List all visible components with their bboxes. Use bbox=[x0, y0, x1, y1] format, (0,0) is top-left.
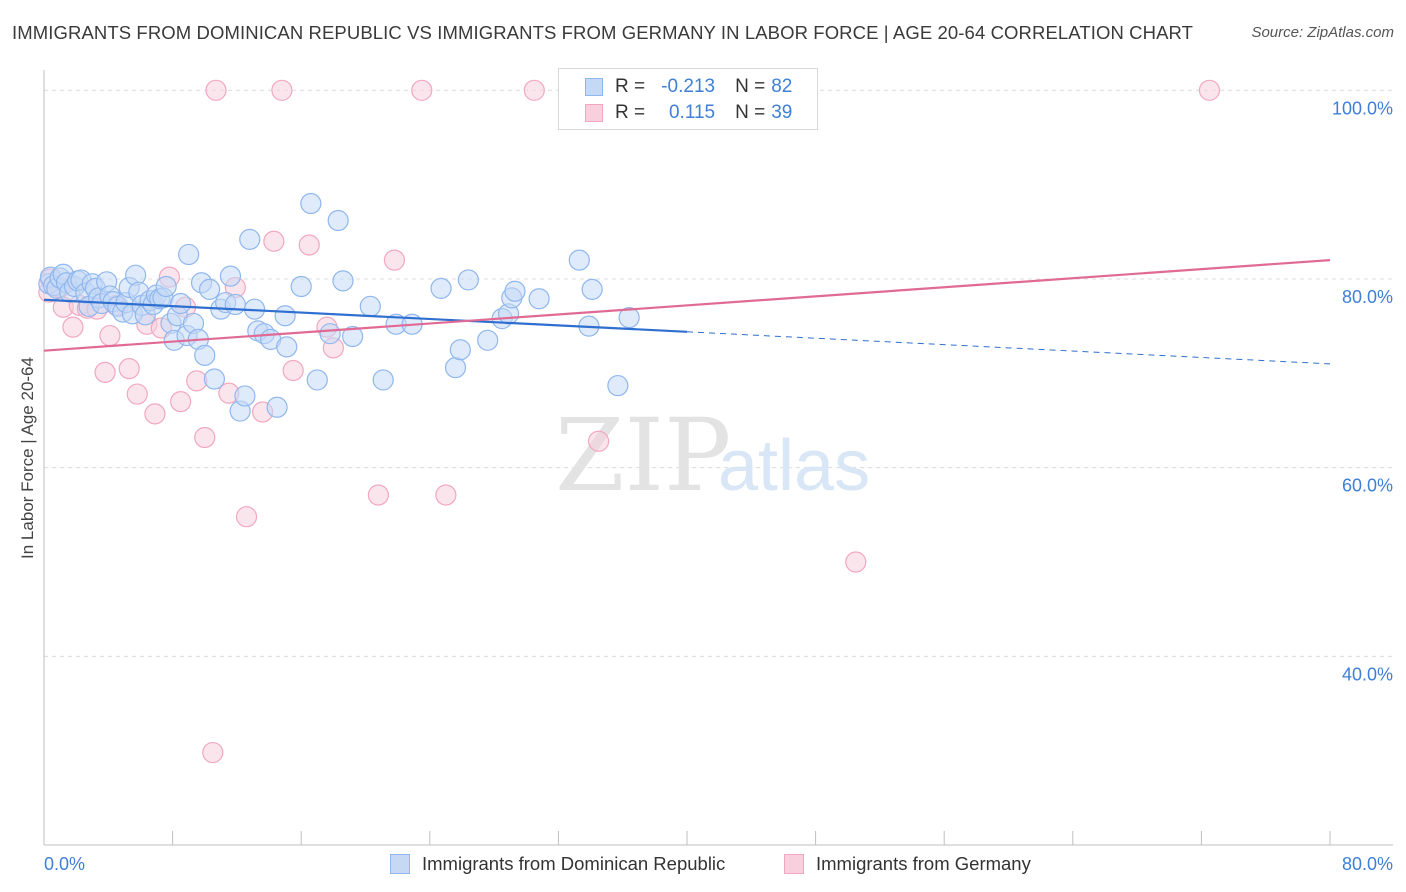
point-germany bbox=[298, 234, 320, 256]
point-germany bbox=[282, 359, 304, 382]
bottom-legend-germany: Immigrants from Germany bbox=[784, 852, 1031, 876]
legend-row-germany: R = 0.115 N = 39 bbox=[585, 101, 792, 125]
point-dominican bbox=[203, 368, 225, 390]
legend-r-value: -0.213 bbox=[661, 76, 716, 97]
point-germany bbox=[523, 79, 545, 101]
point-dominican bbox=[319, 323, 341, 345]
point-germany bbox=[194, 426, 216, 449]
legend-n-label: N = bbox=[735, 76, 766, 97]
legend-swatch-pink bbox=[585, 104, 603, 122]
y-tick-label: 40.0% bbox=[1342, 664, 1393, 684]
bottom-legend-swatch-blue bbox=[390, 854, 410, 874]
point-germany bbox=[170, 391, 192, 413]
legend-r-label: R = bbox=[615, 76, 646, 97]
legend-r-label: R = bbox=[615, 102, 646, 123]
legend-n-value: 39 bbox=[771, 102, 793, 123]
point-dominican bbox=[306, 369, 328, 391]
point-germany bbox=[845, 551, 867, 573]
point-dominican bbox=[194, 344, 216, 366]
point-germany bbox=[263, 230, 285, 252]
point-dominican bbox=[618, 307, 640, 329]
point-germany bbox=[587, 430, 610, 452]
tick-labels: 40.0% 60.0% 80.0% 100.0% 0.0% 80.0% bbox=[44, 98, 1393, 874]
bottom-legend-swatch-pink bbox=[784, 854, 804, 874]
point-dominican bbox=[234, 385, 256, 407]
point-dominican bbox=[300, 192, 322, 215]
legend-n-value: 82 bbox=[771, 76, 793, 97]
trend-lines bbox=[43, 259, 1331, 365]
point-germany bbox=[383, 249, 406, 271]
legend-swatch-blue bbox=[585, 78, 603, 96]
point-germany bbox=[144, 403, 166, 425]
trend-line-dominican bbox=[43, 298, 688, 333]
point-germany bbox=[271, 79, 293, 101]
point-dominican bbox=[332, 270, 354, 292]
y-tick-label: 100.0% bbox=[1332, 98, 1393, 118]
point-dominican bbox=[266, 396, 288, 418]
chart-title: IMMIGRANTS FROM DOMINICAN REPUBLIC VS IM… bbox=[12, 22, 1194, 43]
point-germany bbox=[62, 316, 84, 338]
point-dominican bbox=[581, 278, 603, 300]
watermark-zip: ZIP bbox=[555, 397, 731, 514]
legend-r-value: 0.115 bbox=[668, 102, 716, 123]
point-dominican bbox=[444, 357, 467, 379]
point-dominican bbox=[568, 249, 590, 271]
watermark: ZIP atlas bbox=[555, 397, 870, 514]
point-dominican bbox=[430, 277, 452, 300]
point-germany bbox=[99, 324, 121, 347]
bottom-legend-label: Immigrants from Dominican Republic bbox=[422, 853, 726, 874]
point-dominican bbox=[528, 288, 550, 310]
point-dominican bbox=[372, 369, 394, 391]
bottom-legend-dominican: Immigrants from Dominican Republic bbox=[390, 852, 725, 876]
point-dominican bbox=[290, 275, 312, 298]
point-germany bbox=[202, 741, 224, 764]
point-dominican bbox=[276, 336, 298, 358]
x-tick-label: 80.0% bbox=[1342, 854, 1393, 874]
point-germany bbox=[205, 79, 227, 101]
point-dominican bbox=[239, 228, 261, 250]
point-dominican bbox=[170, 292, 192, 315]
point-dominican bbox=[449, 339, 471, 361]
point-dominican bbox=[504, 280, 526, 302]
correlation-legend: R = -0.213 N = 82 R = 0.115 N = 39 bbox=[558, 68, 818, 130]
source-credit: Source: ZipAtlas.com bbox=[1251, 24, 1394, 41]
point-dominican bbox=[359, 295, 381, 317]
trend-line-germany bbox=[43, 259, 1331, 352]
y-tick-label: 60.0% bbox=[1342, 476, 1393, 496]
point-germany bbox=[126, 383, 148, 405]
point-dominican bbox=[457, 269, 479, 291]
point-germany bbox=[411, 79, 433, 101]
point-dominican bbox=[219, 265, 242, 287]
point-germany bbox=[367, 484, 389, 506]
grid-lines bbox=[44, 89, 1394, 657]
trend-line-dominican-extension bbox=[686, 331, 1331, 365]
point-dominican bbox=[477, 329, 499, 351]
point-dominican bbox=[607, 374, 629, 397]
point-dominican bbox=[224, 293, 246, 316]
legend-n-label: N = bbox=[735, 102, 766, 123]
point-germany bbox=[235, 506, 258, 528]
legend-row-dominican: R = -0.213 N = 82 bbox=[585, 75, 792, 99]
point-germany bbox=[94, 361, 116, 383]
point-dominican bbox=[198, 278, 221, 300]
bottom-legend-label: Immigrants from Germany bbox=[816, 853, 1031, 874]
point-germany bbox=[435, 484, 457, 506]
watermark-atlas: atlas bbox=[718, 426, 870, 506]
point-germany bbox=[186, 370, 208, 392]
point-dominican bbox=[155, 275, 177, 298]
point-dominican bbox=[178, 243, 200, 266]
series-dominican-points bbox=[38, 192, 640, 422]
x-tick-label: 0.0% bbox=[44, 854, 85, 874]
point-germany bbox=[1198, 79, 1221, 101]
axes bbox=[43, 70, 1393, 846]
point-dominican bbox=[274, 305, 296, 327]
point-dominican bbox=[327, 209, 349, 232]
point-germany bbox=[118, 357, 140, 380]
point-dominican bbox=[342, 325, 364, 348]
y-tick-label: 80.0% bbox=[1342, 287, 1393, 307]
